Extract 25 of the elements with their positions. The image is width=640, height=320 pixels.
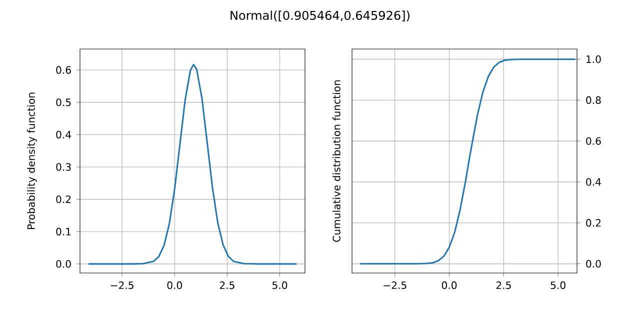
y-tick-label: 1.0 <box>586 55 601 64</box>
y-axis-title: Probability density function <box>27 92 37 230</box>
y-tick-label: 0.0 <box>586 260 601 268</box>
chart-title: Normal([0.905464,0.645926]) <box>230 10 410 22</box>
x-tick-label: 0.0 <box>167 281 182 290</box>
y-tick-label: 0.2 <box>56 195 71 204</box>
x-tick-label: −2.5 <box>384 281 406 290</box>
y-tick-label: 0.5 <box>56 98 71 106</box>
x-tick-label: 2.5 <box>220 281 234 290</box>
y-tick-label: 0.2 <box>586 219 600 227</box>
y-tick-label: 0.8 <box>586 96 601 104</box>
x-tick-label: 5.0 <box>272 281 288 290</box>
line-series <box>88 64 298 265</box>
x-tick-label: 5.0 <box>550 281 566 290</box>
y-tick-label: 0.4 <box>586 178 601 186</box>
y-tick-label: 0.6 <box>56 66 71 74</box>
y-tick-label: 0.0 <box>56 260 71 268</box>
y-axis-title: Cumulative distribution function <box>332 80 340 242</box>
x-tick-label: 2.5 <box>496 281 511 290</box>
y-tick-label: 0.4 <box>56 130 71 138</box>
y-tick-label: 0.1 <box>56 228 71 236</box>
y-tick-label: 0.6 <box>586 137 601 145</box>
x-tick-label: 0.0 <box>442 281 457 290</box>
y-tick-label: 0.3 <box>56 163 71 171</box>
x-tick-label: −2.5 <box>110 281 134 290</box>
